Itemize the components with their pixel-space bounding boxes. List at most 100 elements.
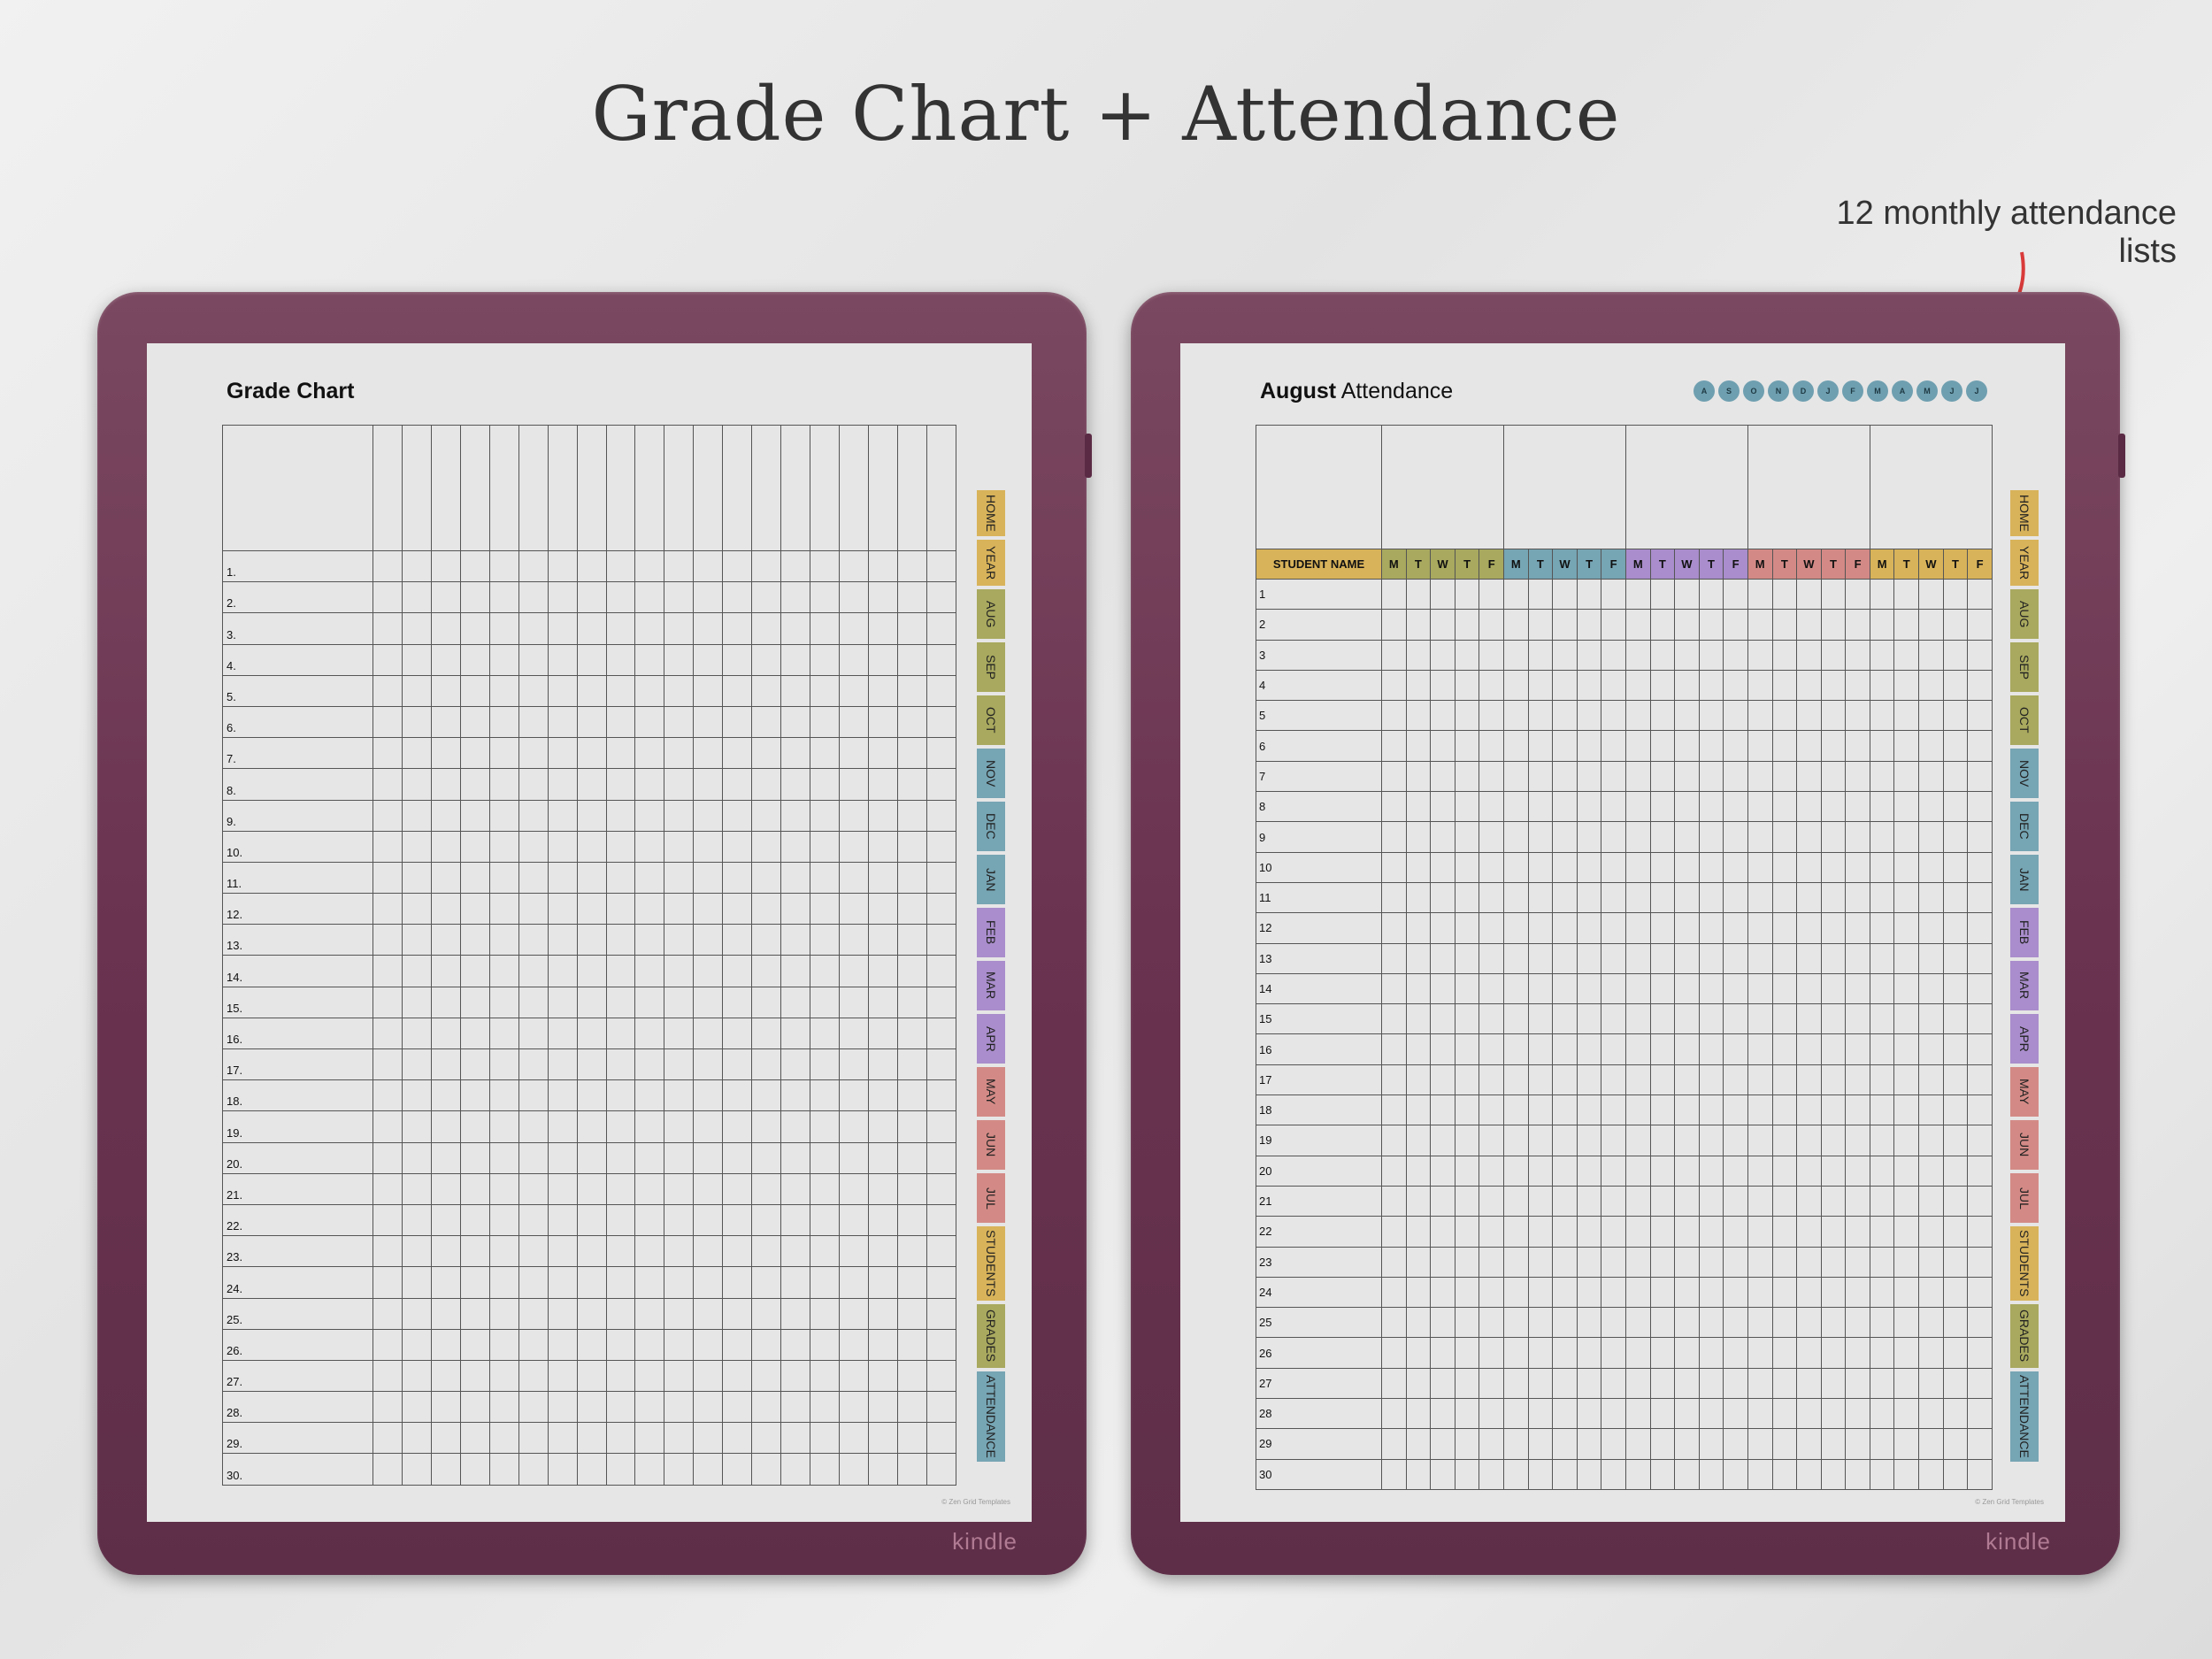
grade-cell[interactable]: [576, 674, 607, 707]
grade-cell[interactable]: [693, 1266, 724, 1299]
attendance-cell[interactable]: [1649, 609, 1676, 641]
attendance-cell[interactable]: [1430, 1337, 1455, 1369]
grade-cell[interactable]: [810, 768, 840, 801]
row-label[interactable]: 16: [1256, 1033, 1382, 1065]
attendance-cell[interactable]: [1430, 1367, 1455, 1400]
attendance-cell[interactable]: [1381, 1094, 1407, 1126]
attendance-cell[interactable]: [1381, 669, 1407, 702]
grade-cell[interactable]: [576, 1453, 607, 1486]
grade-cell[interactable]: [518, 830, 549, 863]
grade-cell[interactable]: [664, 581, 695, 614]
grade-cell[interactable]: [373, 1422, 403, 1455]
grade-cell[interactable]: [810, 1235, 840, 1268]
grade-cell[interactable]: [693, 1297, 724, 1330]
attendance-cell[interactable]: [1674, 639, 1700, 671]
attendance-cell[interactable]: [1674, 821, 1700, 853]
header-grade-cell[interactable]: [488, 425, 519, 551]
grade-cell[interactable]: [896, 581, 927, 614]
attendance-cell[interactable]: [1405, 1337, 1432, 1369]
row-label[interactable]: 17: [1256, 1064, 1382, 1096]
grade-cell[interactable]: [430, 986, 461, 1018]
grade-cell[interactable]: [605, 1172, 636, 1205]
grade-cell[interactable]: [576, 1017, 607, 1050]
tab-students[interactable]: STUDENTS: [977, 1226, 1005, 1301]
attendance-cell[interactable]: [1624, 1064, 1651, 1096]
attendance-cell[interactable]: [1723, 639, 1748, 671]
attendance-cell[interactable]: [1649, 1064, 1676, 1096]
grade-cell[interactable]: [401, 799, 432, 832]
attendance-cell[interactable]: [1624, 821, 1651, 853]
attendance-cell[interactable]: [1820, 1003, 1847, 1035]
attendance-cell[interactable]: [1869, 1094, 1895, 1126]
attendance-cell[interactable]: [1454, 1155, 1480, 1187]
row-label[interactable]: 19.: [222, 1110, 373, 1143]
grade-cell[interactable]: [722, 830, 753, 863]
attendance-cell[interactable]: [1624, 972, 1651, 1005]
attendance-cell[interactable]: [1893, 881, 1920, 914]
attendance-cell[interactable]: [1601, 1307, 1626, 1339]
attendance-cell[interactable]: [1405, 730, 1432, 762]
attendance-cell[interactable]: [1918, 639, 1944, 671]
grade-cell[interactable]: [430, 861, 461, 895]
attendance-cell[interactable]: [1869, 1458, 1895, 1490]
row-label[interactable]: 10.: [222, 830, 373, 863]
grade-cell[interactable]: [896, 1017, 927, 1050]
attendance-cell[interactable]: [1771, 1337, 1798, 1369]
attendance-cell[interactable]: [1747, 760, 1773, 793]
attendance-cell[interactable]: [1430, 578, 1455, 611]
attendance-cell[interactable]: [1552, 912, 1578, 944]
attendance-cell[interactable]: [1771, 791, 1798, 823]
grade-cell[interactable]: [488, 1079, 519, 1112]
grade-cell[interactable]: [401, 1266, 432, 1299]
attendance-cell[interactable]: [1576, 700, 1602, 732]
attendance-cell[interactable]: [1601, 609, 1626, 641]
grade-cell[interactable]: [488, 986, 519, 1018]
row-label[interactable]: 18: [1256, 1094, 1382, 1126]
grade-cell[interactable]: [401, 861, 432, 895]
attendance-cell[interactable]: [1723, 912, 1748, 944]
row-label[interactable]: 4: [1256, 669, 1382, 702]
attendance-cell[interactable]: [1942, 1185, 1969, 1217]
row-label[interactable]: 7.: [222, 737, 373, 770]
week-date-cell[interactable]: [1624, 425, 1748, 549]
attendance-cell[interactable]: [1820, 1246, 1847, 1278]
grade-cell[interactable]: [751, 893, 782, 926]
attendance-cell[interactable]: [1771, 760, 1798, 793]
grade-cell[interactable]: [693, 799, 724, 832]
grade-cell[interactable]: [693, 1110, 724, 1143]
attendance-cell[interactable]: [1381, 1458, 1407, 1490]
attendance-cell[interactable]: [1479, 1276, 1504, 1309]
grade-cell[interactable]: [664, 955, 695, 987]
attendance-cell[interactable]: [1723, 1337, 1748, 1369]
week-date-cell[interactable]: [1381, 425, 1504, 549]
attendance-cell[interactable]: [1869, 821, 1895, 853]
attendance-cell[interactable]: [1527, 1094, 1554, 1126]
grade-cell[interactable]: [839, 1297, 869, 1330]
attendance-cell[interactable]: [1430, 912, 1455, 944]
grade-cell[interactable]: [810, 1141, 840, 1174]
attendance-cell[interactable]: [1918, 1003, 1944, 1035]
attendance-cell[interactable]: [1820, 1307, 1847, 1339]
attendance-cell[interactable]: [1552, 1033, 1578, 1065]
attendance-cell[interactable]: [1967, 1458, 1993, 1490]
grade-cell[interactable]: [926, 549, 957, 583]
attendance-cell[interactable]: [1502, 1094, 1529, 1126]
grade-cell[interactable]: [780, 1422, 811, 1455]
tab-jul[interactable]: JUL: [977, 1173, 1005, 1223]
attendance-cell[interactable]: [1576, 669, 1602, 702]
grade-cell[interactable]: [459, 924, 490, 956]
grade-cell[interactable]: [634, 924, 665, 956]
grade-cell[interactable]: [488, 737, 519, 770]
attendance-cell[interactable]: [1601, 1125, 1626, 1156]
attendance-cell[interactable]: [1942, 609, 1969, 641]
grade-cell[interactable]: [576, 893, 607, 926]
header-grade-cell[interactable]: [634, 425, 665, 551]
grade-cell[interactable]: [459, 1110, 490, 1143]
attendance-cell[interactable]: [1820, 851, 1847, 883]
grade-cell[interactable]: [867, 1141, 898, 1174]
grade-cell[interactable]: [693, 768, 724, 801]
attendance-cell[interactable]: [1796, 1458, 1822, 1490]
attendance-cell[interactable]: [1942, 1155, 1969, 1187]
grade-cell[interactable]: [459, 1422, 490, 1455]
grade-cell[interactable]: [518, 1048, 549, 1081]
